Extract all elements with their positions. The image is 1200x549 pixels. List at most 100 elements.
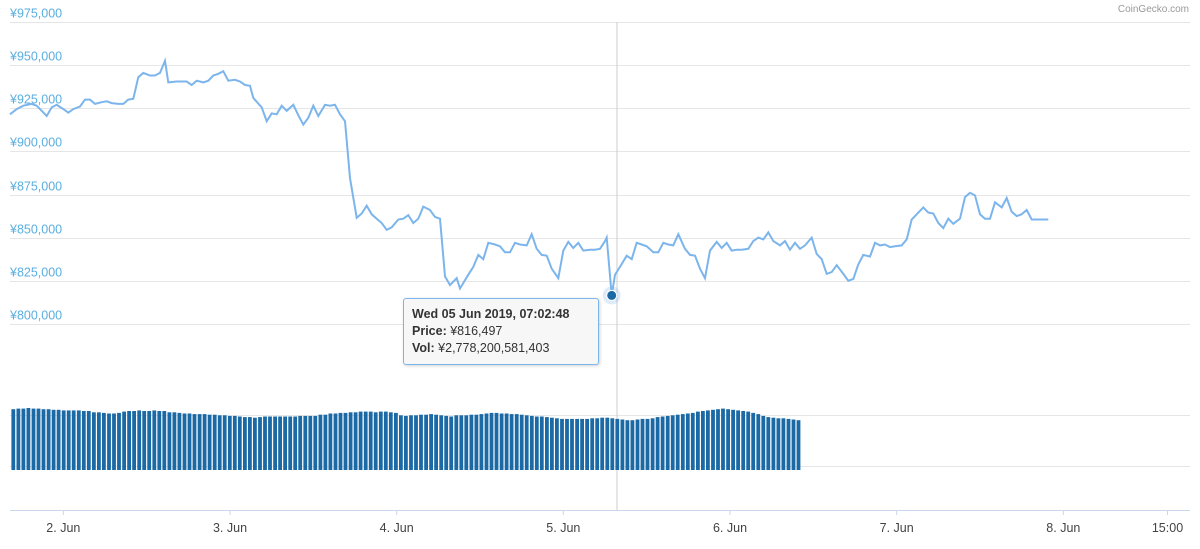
volume-bar xyxy=(650,418,655,470)
volume-bar xyxy=(353,412,358,470)
volume-bar xyxy=(444,415,449,470)
volume-bar xyxy=(610,418,615,470)
volume-bar xyxy=(726,409,730,470)
volume-bar xyxy=(212,414,217,470)
volume-bar xyxy=(258,417,262,470)
y-tick-label: ¥825,000 xyxy=(9,266,62,280)
volume-bar xyxy=(459,415,464,470)
x-tick-label: 2. Jun xyxy=(46,521,80,535)
volume-bar xyxy=(243,417,247,470)
volume-bar xyxy=(414,415,418,470)
volume-bar xyxy=(665,415,670,470)
volume-bar xyxy=(273,416,277,470)
x-tick-label: 7. Jun xyxy=(880,521,914,535)
volume-bar xyxy=(680,414,685,470)
volume-bar xyxy=(570,418,574,470)
tooltip-vol-row: Vol: ¥2,778,200,581,403 xyxy=(412,340,590,357)
volume-bar xyxy=(81,411,86,470)
volume-bar xyxy=(630,420,635,470)
volume-bar xyxy=(565,418,569,470)
volume-bar xyxy=(348,412,353,470)
volume-bar xyxy=(474,414,479,470)
volume-bar xyxy=(66,410,71,470)
volume-bar xyxy=(670,415,675,470)
volume-bar xyxy=(167,412,172,470)
tooltip-vol-label: Vol: xyxy=(412,341,435,355)
y-tick-label: ¥950,000 xyxy=(9,50,62,64)
volume-bar xyxy=(293,416,298,470)
volume-bar xyxy=(429,414,433,470)
volume-bar xyxy=(640,418,645,470)
volume-bar xyxy=(182,413,187,470)
volume-bar xyxy=(202,414,207,470)
y-tick-label: ¥875,000 xyxy=(9,180,62,194)
volume-bar xyxy=(625,420,630,470)
volume-bar xyxy=(701,411,705,470)
volume-bar xyxy=(333,413,338,470)
volume-bar xyxy=(142,411,147,470)
volume-bar xyxy=(92,412,96,470)
volume-bar xyxy=(177,412,182,470)
volume-bar xyxy=(575,418,579,470)
volume-bar xyxy=(685,413,690,470)
volume-bars xyxy=(11,408,801,470)
price-line xyxy=(9,57,1049,296)
volume-bar xyxy=(736,410,740,470)
volume-bar xyxy=(439,415,444,470)
volume-bar xyxy=(147,411,152,470)
volume-bar xyxy=(716,409,720,470)
volume-bar xyxy=(484,413,489,470)
x-tick-label: 4. Jun xyxy=(380,521,414,535)
volume-bar xyxy=(76,410,81,470)
x-tick-label: 6. Jun xyxy=(713,521,747,535)
volume-bar xyxy=(268,416,272,470)
x-tick-label: 15:00 xyxy=(1152,521,1183,535)
volume-bar xyxy=(509,414,514,470)
volume-bar xyxy=(363,411,368,470)
volume-bar xyxy=(107,413,111,470)
y-tick-label: ¥900,000 xyxy=(9,136,62,150)
volume-bar xyxy=(645,418,650,470)
x-tick-label: 5. Jun xyxy=(546,521,580,535)
volume-bar xyxy=(524,415,529,470)
volume-bar xyxy=(399,415,403,470)
volume-bar xyxy=(283,416,287,470)
volume-bar xyxy=(751,412,756,470)
credit-label[interactable]: CoinGecko.com xyxy=(1118,4,1189,15)
volume-bar xyxy=(162,411,167,470)
volume-bar xyxy=(776,418,781,470)
volume-bar xyxy=(36,408,41,470)
volume-bar xyxy=(21,408,26,470)
volume-bar xyxy=(97,412,101,470)
volume-bar xyxy=(26,408,31,470)
volume-bar xyxy=(539,416,544,470)
volume-bar xyxy=(655,417,660,470)
tooltip-vol-value: ¥2,778,200,581,403 xyxy=(438,341,550,355)
volume-bar xyxy=(746,411,751,470)
volume-bar xyxy=(41,409,46,470)
volume-bar xyxy=(112,413,116,470)
volume-bar xyxy=(328,413,333,470)
tooltip-price-label: Price: xyxy=(412,324,447,338)
volume-bar xyxy=(590,418,595,470)
volume-bar xyxy=(237,416,242,470)
volume-bar xyxy=(278,416,282,470)
volume-bar xyxy=(248,417,252,470)
volume-bar xyxy=(31,408,36,470)
volume-bar xyxy=(600,417,605,470)
volume-bar xyxy=(489,412,494,470)
hover-marker[interactable] xyxy=(606,289,618,301)
volume-bar xyxy=(479,414,484,470)
volume-bar xyxy=(86,411,91,470)
volume-bar xyxy=(222,415,227,470)
y-tick-label: ¥800,000 xyxy=(9,309,62,323)
volume-bar xyxy=(731,409,735,470)
volume-bar xyxy=(580,418,584,470)
volume-bar xyxy=(419,414,423,470)
volume-bar xyxy=(117,412,121,470)
volume-bar xyxy=(323,414,328,470)
volume-bar xyxy=(102,412,106,470)
volume-bar xyxy=(288,416,293,470)
volume-bar xyxy=(545,417,549,470)
